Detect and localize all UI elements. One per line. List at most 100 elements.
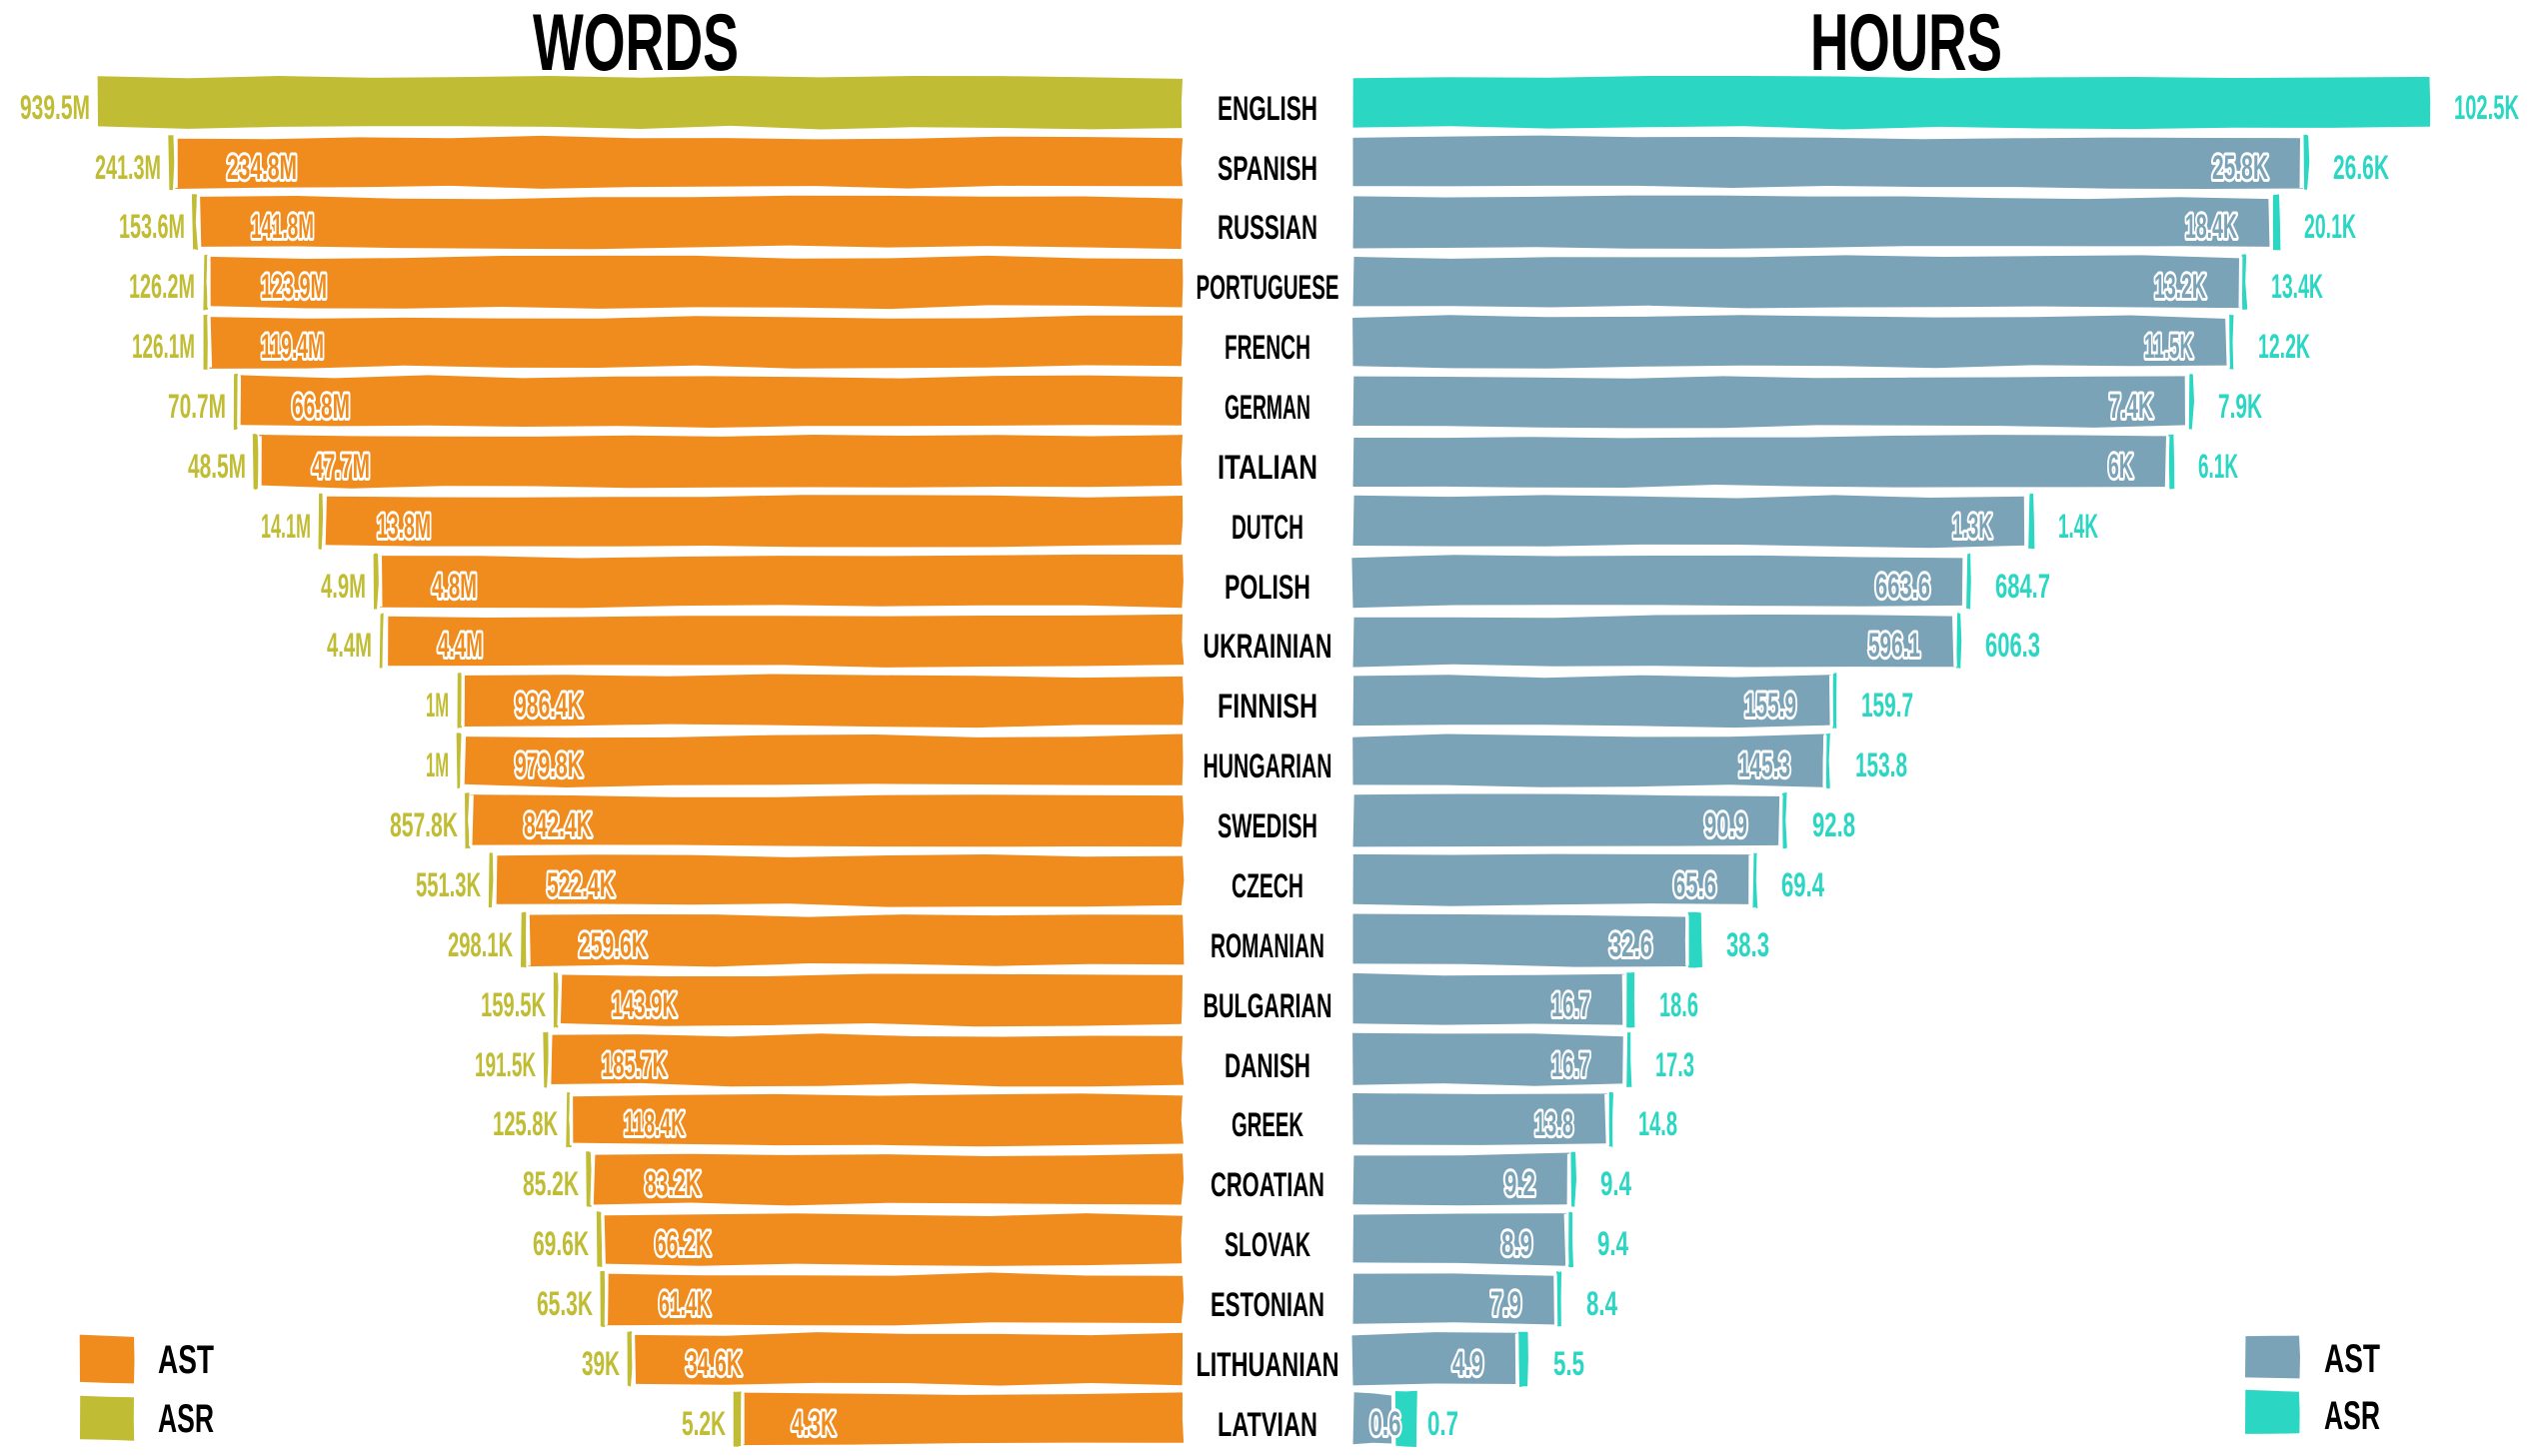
svg-text:ITALIAN: ITALIAN	[1218, 449, 1317, 487]
svg-text:39K: 39K	[582, 1345, 620, 1383]
svg-text:UKRAINIAN: UKRAINIAN	[1204, 628, 1332, 666]
svg-text:18.4K: 18.4K	[2185, 208, 2237, 246]
svg-text:CROATIAN: CROATIAN	[1211, 1166, 1324, 1204]
svg-text:857.8K: 857.8K	[390, 806, 458, 844]
svg-text:14.1M: 14.1M	[261, 508, 311, 546]
svg-text:70.7M: 70.7M	[168, 388, 226, 426]
svg-text:DUTCH: DUTCH	[1232, 509, 1303, 547]
svg-text:7.9: 7.9	[1490, 1285, 1521, 1323]
svg-text:13.2K: 13.2K	[2154, 268, 2206, 306]
svg-text:5.5: 5.5	[1553, 1345, 1584, 1383]
svg-text:69.4: 69.4	[1781, 866, 1824, 904]
svg-text:155.9: 155.9	[1744, 687, 1796, 725]
svg-text:POLISH: POLISH	[1225, 569, 1310, 607]
svg-text:123.9M: 123.9M	[261, 268, 327, 306]
svg-text:4.8M: 4.8M	[432, 568, 477, 606]
svg-text:979.8K: 979.8K	[515, 746, 583, 784]
svg-text:14.8: 14.8	[1638, 1105, 1677, 1143]
svg-text:119.4M: 119.4M	[261, 328, 324, 366]
svg-text:126.2M: 126.2M	[129, 268, 195, 306]
svg-text:18.6: 18.6	[1659, 986, 1698, 1024]
svg-text:0.6: 0.6	[1370, 1405, 1401, 1443]
svg-text:85.2K: 85.2K	[523, 1165, 579, 1203]
svg-text:65.3K: 65.3K	[537, 1285, 593, 1323]
svg-text:4.4M: 4.4M	[438, 627, 483, 665]
svg-text:141.8M: 141.8M	[251, 208, 314, 246]
svg-text:CZECH: CZECH	[1232, 867, 1303, 905]
svg-text:7.4K: 7.4K	[2109, 388, 2153, 426]
svg-text:ENGLISH: ENGLISH	[1218, 90, 1317, 128]
svg-text:9.2: 9.2	[1504, 1165, 1535, 1203]
svg-text:PORTUGUESE: PORTUGUESE	[1197, 269, 1339, 307]
svg-text:1M: 1M	[426, 687, 449, 725]
svg-text:AST: AST	[2324, 1337, 2380, 1381]
svg-text:145.3: 145.3	[1738, 746, 1790, 784]
svg-text:663.6: 663.6	[1875, 568, 1930, 606]
svg-text:185.7K: 185.7K	[602, 1046, 667, 1084]
svg-text:GREEK: GREEK	[1232, 1106, 1303, 1144]
svg-text:153.6M: 153.6M	[119, 208, 185, 246]
svg-text:SPANISH: SPANISH	[1218, 150, 1317, 188]
svg-text:LATVIAN: LATVIAN	[1218, 1406, 1317, 1444]
svg-text:153.8: 153.8	[1855, 746, 1907, 784]
svg-text:102.5K: 102.5K	[2454, 89, 2519, 127]
svg-text:7.9K: 7.9K	[2218, 388, 2262, 426]
svg-text:6K: 6K	[2108, 448, 2133, 486]
svg-text:1M: 1M	[426, 746, 449, 784]
svg-text:4.9M: 4.9M	[321, 568, 366, 606]
svg-text:522.4K: 522.4K	[547, 866, 615, 904]
svg-text:47.7M: 47.7M	[312, 448, 370, 486]
svg-text:61.4K: 61.4K	[659, 1285, 711, 1323]
svg-text:13.8M: 13.8M	[377, 508, 431, 546]
svg-text:4.4M: 4.4M	[327, 627, 372, 665]
svg-text:143.9K: 143.9K	[612, 986, 677, 1024]
svg-text:684.7: 684.7	[1995, 568, 2050, 606]
svg-text:8.9: 8.9	[1501, 1225, 1532, 1263]
svg-text:FRENCH: FRENCH	[1225, 329, 1310, 367]
svg-text:6.1K: 6.1K	[2198, 448, 2238, 486]
svg-text:32.6: 32.6	[1609, 926, 1652, 964]
svg-text:HOURS: HOURS	[1810, 0, 2002, 88]
svg-text:1.4K: 1.4K	[2058, 508, 2098, 546]
svg-text:65.6: 65.6	[1673, 866, 1716, 904]
svg-text:118.4K: 118.4K	[624, 1105, 685, 1143]
svg-text:26.6K: 26.6K	[2333, 149, 2389, 187]
svg-text:11.5K: 11.5K	[2144, 328, 2193, 366]
svg-text:4.3K: 4.3K	[792, 1405, 836, 1443]
svg-text:69.6K: 69.6K	[533, 1225, 589, 1263]
svg-text:FINNISH: FINNISH	[1218, 688, 1317, 726]
svg-text:ROMANIAN: ROMANIAN	[1211, 927, 1324, 965]
svg-text:986.4K: 986.4K	[515, 687, 583, 725]
svg-text:BULGARIAN: BULGARIAN	[1204, 987, 1332, 1025]
svg-text:SWEDISH: SWEDISH	[1218, 807, 1317, 845]
svg-text:17.3: 17.3	[1655, 1046, 1694, 1084]
svg-text:159.7: 159.7	[1861, 687, 1913, 725]
svg-text:83.2K: 83.2K	[645, 1165, 701, 1203]
svg-text:159.5K: 159.5K	[481, 986, 546, 1024]
svg-text:66.2K: 66.2K	[655, 1225, 711, 1263]
svg-text:551.3K: 551.3K	[416, 866, 481, 904]
svg-text:25.8K: 25.8K	[2212, 149, 2268, 187]
svg-text:125.8K: 125.8K	[493, 1105, 558, 1143]
svg-text:939.5M: 939.5M	[20, 89, 90, 127]
svg-text:HUNGARIAN: HUNGARIAN	[1204, 747, 1332, 785]
svg-text:34.6K: 34.6K	[686, 1345, 742, 1383]
svg-text:241.3M: 241.3M	[95, 149, 161, 187]
svg-text:259.6K: 259.6K	[579, 926, 647, 964]
svg-text:66.8M: 66.8M	[292, 388, 350, 426]
svg-text:ESTONIAN: ESTONIAN	[1211, 1286, 1324, 1324]
svg-text:13.8: 13.8	[1534, 1105, 1573, 1143]
svg-text:5.2K: 5.2K	[682, 1405, 726, 1443]
svg-text:9.4: 9.4	[1597, 1225, 1628, 1263]
svg-text:48.5M: 48.5M	[188, 448, 246, 486]
svg-text:1.3K: 1.3K	[1952, 508, 1992, 546]
svg-text:4.9: 4.9	[1452, 1345, 1483, 1383]
svg-text:SLOVAK: SLOVAK	[1225, 1226, 1310, 1264]
svg-text:126.1M: 126.1M	[132, 328, 195, 366]
svg-text:GERMAN: GERMAN	[1225, 389, 1310, 427]
svg-text:16.7: 16.7	[1551, 1046, 1590, 1084]
svg-text:8.4: 8.4	[1586, 1285, 1617, 1323]
svg-text:234.8M: 234.8M	[227, 149, 297, 187]
svg-text:0.7: 0.7	[1427, 1405, 1458, 1443]
svg-text:9.4: 9.4	[1600, 1165, 1631, 1203]
